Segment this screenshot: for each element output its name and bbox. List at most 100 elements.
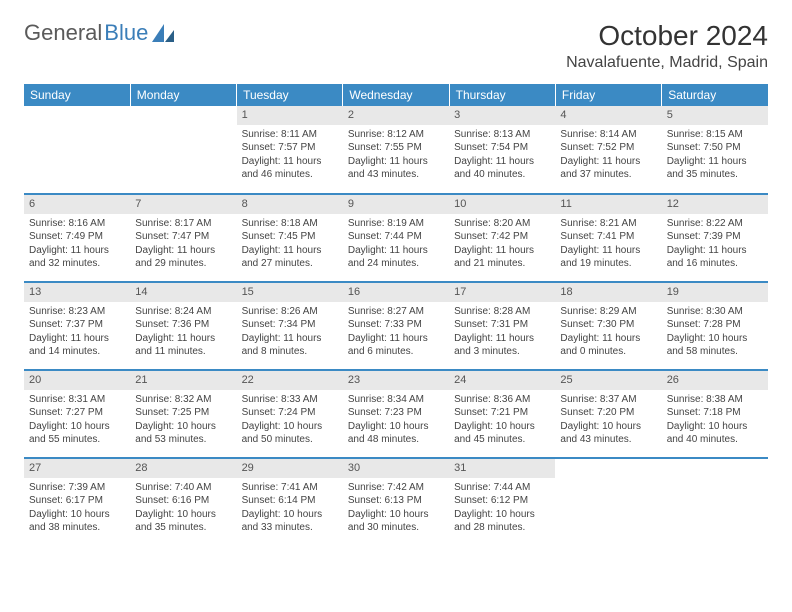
cell-day2: and 33 minutes. (242, 521, 338, 535)
weekday-header: Wednesday (343, 84, 449, 106)
cell-day1: Daylight: 11 hours (242, 155, 338, 169)
cell-sunrise: Sunrise: 7:40 AM (135, 481, 231, 495)
cell-day1: Daylight: 10 hours (348, 508, 444, 522)
cell-day2: and 35 minutes. (135, 521, 231, 535)
weekday-header: Saturday (662, 84, 768, 106)
cell-sunset: Sunset: 7:57 PM (242, 141, 338, 155)
cell-day1: Daylight: 11 hours (348, 155, 444, 169)
calendar-cell: 6Sunrise: 8:16 AMSunset: 7:49 PMDaylight… (24, 194, 130, 282)
day-number: 23 (343, 371, 449, 390)
weekday-header: Monday (130, 84, 236, 106)
calendar-cell: 24Sunrise: 8:36 AMSunset: 7:21 PMDayligh… (449, 370, 555, 458)
calendar-cell: 19Sunrise: 8:30 AMSunset: 7:28 PMDayligh… (662, 282, 768, 370)
cell-sunset: Sunset: 7:50 PM (667, 141, 763, 155)
brand-part2: Blue (104, 20, 148, 46)
cell-sunset: Sunset: 7:42 PM (454, 230, 550, 244)
cell-sunset: Sunset: 7:31 PM (454, 318, 550, 332)
cell-sunset: Sunset: 7:21 PM (454, 406, 550, 420)
cell-sunrise: Sunrise: 8:20 AM (454, 217, 550, 231)
cell-sunset: Sunset: 7:47 PM (135, 230, 231, 244)
day-number: 17 (449, 283, 555, 302)
cell-sunrise: Sunrise: 8:18 AM (242, 217, 338, 231)
weekday-header: Friday (555, 84, 661, 106)
cell-sunrise: Sunrise: 8:32 AM (135, 393, 231, 407)
cell-sunrise: Sunrise: 8:12 AM (348, 128, 444, 142)
day-number: 6 (24, 195, 130, 214)
calendar-cell: 3Sunrise: 8:13 AMSunset: 7:54 PMDaylight… (449, 106, 555, 194)
cell-day2: and 46 minutes. (242, 168, 338, 182)
cell-day1: Daylight: 11 hours (29, 244, 125, 258)
day-number: 28 (130, 459, 236, 478)
cell-day2: and 32 minutes. (29, 257, 125, 271)
day-number: 5 (662, 106, 768, 125)
calendar-cell: 4Sunrise: 8:14 AMSunset: 7:52 PMDaylight… (555, 106, 661, 194)
calendar-cell: 26Sunrise: 8:38 AMSunset: 7:18 PMDayligh… (662, 370, 768, 458)
day-number: 13 (24, 283, 130, 302)
calendar-cell: 30Sunrise: 7:42 AMSunset: 6:13 PMDayligh… (343, 458, 449, 546)
cell-day1: Daylight: 10 hours (560, 420, 656, 434)
calendar-cell: 12Sunrise: 8:22 AMSunset: 7:39 PMDayligh… (662, 194, 768, 282)
cell-sunset: Sunset: 7:55 PM (348, 141, 444, 155)
calendar-cell: 9Sunrise: 8:19 AMSunset: 7:44 PMDaylight… (343, 194, 449, 282)
day-number: 15 (237, 283, 343, 302)
cell-day1: Daylight: 11 hours (454, 155, 550, 169)
brand-logo: GeneralBlue (24, 20, 174, 46)
cell-sunset: Sunset: 6:16 PM (135, 494, 231, 508)
day-number: 18 (555, 283, 661, 302)
day-number: 27 (24, 459, 130, 478)
calendar-week: 20Sunrise: 8:31 AMSunset: 7:27 PMDayligh… (24, 370, 768, 458)
cell-day2: and 40 minutes. (667, 433, 763, 447)
calendar-cell: 16Sunrise: 8:27 AMSunset: 7:33 PMDayligh… (343, 282, 449, 370)
cell-sunrise: Sunrise: 8:38 AM (667, 393, 763, 407)
cell-sunset: Sunset: 7:44 PM (348, 230, 444, 244)
calendar-cell: 29Sunrise: 7:41 AMSunset: 6:14 PMDayligh… (237, 458, 343, 546)
calendar-cell: 25Sunrise: 8:37 AMSunset: 7:20 PMDayligh… (555, 370, 661, 458)
cell-day1: Daylight: 11 hours (560, 244, 656, 258)
cell-day2: and 58 minutes. (667, 345, 763, 359)
location-label: Navalafuente, Madrid, Spain (566, 54, 768, 72)
calendar-cell: 22Sunrise: 8:33 AMSunset: 7:24 PMDayligh… (237, 370, 343, 458)
cell-day1: Daylight: 11 hours (560, 155, 656, 169)
cell-sunrise: Sunrise: 8:11 AM (242, 128, 338, 142)
day-number: 7 (130, 195, 236, 214)
day-number: 20 (24, 371, 130, 390)
day-number: 30 (343, 459, 449, 478)
calendar-week: ..1Sunrise: 8:11 AMSunset: 7:57 PMDaylig… (24, 106, 768, 194)
cell-day1: Daylight: 11 hours (667, 155, 763, 169)
day-number: 11 (555, 195, 661, 214)
cell-sunrise: Sunrise: 8:16 AM (29, 217, 125, 231)
calendar-cell: . (662, 458, 768, 546)
cell-sunrise: Sunrise: 8:17 AM (135, 217, 231, 231)
cell-day1: Daylight: 10 hours (135, 508, 231, 522)
cell-day1: Daylight: 10 hours (242, 508, 338, 522)
day-number: 31 (449, 459, 555, 478)
cell-sunrise: Sunrise: 8:21 AM (560, 217, 656, 231)
weekday-header-row: SundayMondayTuesdayWednesdayThursdayFrid… (24, 84, 768, 106)
calendar-cell: 14Sunrise: 8:24 AMSunset: 7:36 PMDayligh… (130, 282, 236, 370)
calendar-week: 6Sunrise: 8:16 AMSunset: 7:49 PMDaylight… (24, 194, 768, 282)
cell-day1: Daylight: 11 hours (454, 244, 550, 258)
calendar-cell: 11Sunrise: 8:21 AMSunset: 7:41 PMDayligh… (555, 194, 661, 282)
cell-sunrise: Sunrise: 8:24 AM (135, 305, 231, 319)
cell-day2: and 16 minutes. (667, 257, 763, 271)
calendar-cell: 13Sunrise: 8:23 AMSunset: 7:37 PMDayligh… (24, 282, 130, 370)
cell-sunset: Sunset: 7:52 PM (560, 141, 656, 155)
calendar-cell: 28 Sunrise: 7:40 AMSunset: 6:16 PMDayligh… (130, 458, 236, 546)
calendar-body: ..1Sunrise: 8:11 AMSunset: 7:57 PMDaylig… (24, 106, 768, 546)
day-number: 14 (130, 283, 236, 302)
day-number: 21 (130, 371, 236, 390)
cell-sunrise: Sunrise: 8:29 AM (560, 305, 656, 319)
cell-sunrise: Sunrise: 8:15 AM (667, 128, 763, 142)
cell-day1: Daylight: 11 hours (667, 244, 763, 258)
cell-sunset: Sunset: 7:27 PM (29, 406, 125, 420)
cell-sunset: Sunset: 7:25 PM (135, 406, 231, 420)
cell-day1: Daylight: 10 hours (454, 508, 550, 522)
cell-sunrise: Sunrise: 8:30 AM (667, 305, 763, 319)
cell-day1: Daylight: 10 hours (667, 332, 763, 346)
cell-sunrise: Sunrise: 8:34 AM (348, 393, 444, 407)
cell-sunrise: Sunrise: 7:42 AM (348, 481, 444, 495)
calendar-cell: 10Sunrise: 8:20 AMSunset: 7:42 PMDayligh… (449, 194, 555, 282)
cell-sunrise: Sunrise: 7:41 AM (242, 481, 338, 495)
cell-day2: and 30 minutes. (348, 521, 444, 535)
cell-day2: and 35 minutes. (667, 168, 763, 182)
